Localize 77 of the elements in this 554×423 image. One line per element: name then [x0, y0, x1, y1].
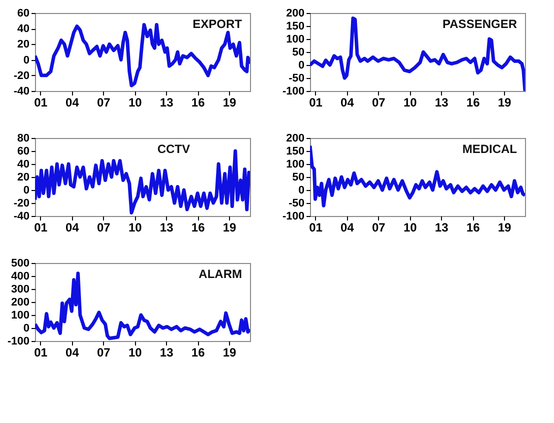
y-tick-label: 500 — [11, 258, 30, 270]
x-tick-label: 01 — [34, 346, 48, 360]
y-tick-label: -20 — [14, 198, 30, 210]
y-tick-label: 50 — [292, 172, 304, 184]
x-tick-label: 07 — [96, 220, 111, 234]
y-tick-label: -50 — [288, 198, 304, 210]
y-tick-label: -20 — [14, 70, 30, 82]
x-tick-label: 16 — [191, 220, 206, 234]
x-tick-label: 16 — [466, 220, 480, 234]
y-tick-label: 60 — [17, 8, 30, 20]
y-tick-label: 0 — [298, 184, 304, 196]
y-tick-label: 100 — [11, 310, 30, 322]
chart-title: MEDICAL — [462, 142, 517, 156]
y-tick-label: 80 — [17, 132, 30, 144]
x-tick-label: 19 — [498, 96, 512, 110]
x-tick-label: 04 — [66, 346, 80, 360]
x-tick-label: 01 — [309, 96, 323, 110]
y-tick-label: 60 — [17, 146, 30, 158]
y-tick-label: 200 — [11, 296, 30, 308]
line-series — [35, 272, 250, 340]
x-tick-label: 10 — [128, 346, 142, 360]
x-tick-label: 04 — [66, 220, 80, 234]
x-tick-label: 10 — [403, 96, 418, 110]
line-series — [310, 16, 525, 91]
y-tick-label: 40 — [17, 158, 30, 170]
x-tick-label: 19 — [222, 346, 237, 360]
y-tick-label: 400 — [11, 270, 30, 282]
y-tick-label: 50 — [292, 46, 304, 58]
x-tick-label: 10 — [403, 220, 418, 234]
y-tick-label: 0 — [23, 184, 30, 196]
y-tick-label: 200 — [286, 8, 304, 20]
y-tick-label: 0 — [23, 54, 30, 66]
y-tick-label: 300 — [11, 284, 30, 296]
y-tick-label: -40 — [14, 86, 30, 98]
y-tick-label: 0 — [23, 322, 30, 334]
x-tick-label: 13 — [434, 220, 449, 234]
x-tick-label: 19 — [498, 220, 512, 234]
x-tick-label: 07 — [96, 346, 111, 360]
chart-title: ALARM — [198, 267, 242, 281]
x-tick-label: 01 — [34, 96, 48, 110]
x-tick-label: 01 — [34, 220, 48, 234]
y-tick-label: 40 — [17, 23, 30, 36]
y-tick-label: 0 — [298, 60, 304, 72]
y-tick-label: -100 — [7, 336, 30, 348]
y-tick-label: 100 — [286, 158, 304, 170]
x-tick-label: 04 — [340, 220, 354, 234]
y-tick-label: -100 — [282, 86, 304, 98]
x-tick-label: 19 — [222, 96, 237, 110]
x-tick-label: 16 — [191, 346, 206, 360]
x-tick-label: 10 — [128, 220, 142, 234]
y-tick-label: 100 — [286, 34, 304, 46]
x-tick-label: 19 — [222, 220, 237, 234]
y-tick-label: 20 — [17, 172, 30, 184]
x-tick-label: 04 — [340, 96, 354, 110]
x-tick-label: 13 — [160, 346, 174, 360]
line-series — [310, 144, 525, 208]
y-tick-label: -100 — [282, 210, 304, 222]
chart-title: PASSENGER — [442, 17, 518, 31]
x-tick-label: 07 — [96, 96, 111, 110]
chart-title: CCTV — [157, 142, 190, 156]
y-tick-label: 150 — [286, 20, 304, 32]
x-tick-label: 07 — [372, 96, 386, 110]
x-tick-label: 13 — [160, 96, 174, 110]
y-tick-label: 200 — [286, 132, 304, 144]
y-tick-label: 20 — [17, 38, 30, 51]
y-tick-label: -50 — [288, 72, 304, 84]
x-tick-label: 04 — [66, 96, 80, 110]
chart-title: EXPORT — [192, 17, 243, 31]
y-tick-label: -40 — [14, 210, 30, 222]
x-tick-label: 13 — [160, 220, 174, 234]
x-tick-label: 16 — [466, 96, 480, 110]
x-tick-label: 10 — [128, 96, 142, 110]
x-tick-label: 13 — [434, 96, 449, 110]
x-tick-label: 16 — [191, 96, 206, 110]
x-tick-label: 07 — [372, 220, 386, 234]
y-tick-label: 150 — [286, 146, 304, 158]
x-tick-label: 01 — [309, 220, 323, 234]
